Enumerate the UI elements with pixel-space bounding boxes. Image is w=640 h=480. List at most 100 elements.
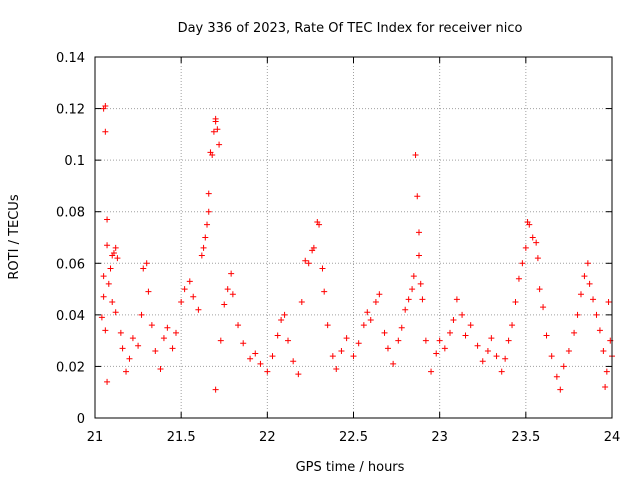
- data-point: [104, 216, 111, 223]
- data-point: [522, 244, 529, 251]
- data-point: [143, 260, 150, 267]
- data-point: [109, 298, 116, 305]
- grid: [95, 57, 612, 418]
- data-point: [447, 329, 454, 336]
- data-point: [428, 368, 435, 375]
- data-point: [169, 345, 176, 352]
- data-point: [148, 322, 155, 329]
- data-point: [295, 371, 302, 378]
- data-point: [350, 353, 357, 360]
- data-point: [247, 355, 254, 362]
- y-tick-label: 0.1: [64, 154, 85, 169]
- data-point: [181, 286, 188, 293]
- data-point: [364, 309, 371, 316]
- data-point: [102, 128, 109, 135]
- data-point: [360, 322, 367, 329]
- data-point: [505, 337, 512, 344]
- data-point: [212, 386, 219, 393]
- data-point: [584, 260, 591, 267]
- data-point: [104, 242, 111, 249]
- data-point: [484, 347, 491, 354]
- data-point: [281, 311, 288, 318]
- y-tick-label: 0.06: [56, 257, 85, 272]
- x-tick-label: 24: [604, 430, 621, 445]
- data-point: [269, 353, 276, 360]
- data-point: [422, 337, 429, 344]
- data-point: [205, 190, 212, 197]
- data-point: [126, 355, 133, 362]
- data-point: [414, 193, 421, 200]
- x-tick-label: 21.5: [167, 430, 196, 445]
- data-point: [217, 337, 224, 344]
- data-point: [264, 368, 271, 375]
- data-point: [553, 373, 560, 380]
- data-point: [376, 291, 383, 298]
- data-point: [509, 322, 516, 329]
- data-point: [305, 260, 312, 267]
- data-point: [178, 298, 185, 305]
- data-point: [228, 270, 235, 277]
- data-point: [540, 304, 547, 311]
- data-point: [112, 309, 119, 316]
- data-point: [459, 311, 466, 318]
- data-point: [590, 296, 597, 303]
- data-point: [145, 288, 152, 295]
- data-point: [321, 288, 328, 295]
- data-point: [114, 255, 121, 262]
- axis-ticks: 21 21.5 22 22.5 23 23.5 24 0 0.02 0.04 0.06 0.08 0.1…: [56, 51, 620, 445]
- x-tick-label: 21: [87, 430, 104, 445]
- data-point: [210, 128, 217, 135]
- data-point: [515, 275, 522, 282]
- x-axis-title: GPS time / hours: [296, 460, 405, 475]
- data-point: [274, 332, 281, 339]
- data-point: [100, 293, 107, 300]
- data-point: [560, 363, 567, 370]
- data-point: [240, 340, 247, 347]
- data-point: [209, 151, 216, 158]
- data-point: [198, 252, 205, 259]
- y-tick-label: 0: [77, 412, 85, 427]
- data-point: [596, 327, 603, 334]
- data-point: [157, 366, 164, 373]
- data-point: [574, 311, 581, 318]
- data-point: [205, 208, 212, 215]
- data-point: [110, 249, 117, 256]
- data-point: [343, 335, 350, 342]
- data-point: [543, 332, 550, 339]
- data-point: [410, 273, 417, 280]
- data-point: [441, 345, 448, 352]
- data-point: [138, 311, 145, 318]
- data-point: [419, 296, 426, 303]
- data-point: [355, 340, 362, 347]
- data-point: [117, 329, 124, 336]
- data-point: [160, 335, 167, 342]
- data-point: [186, 278, 193, 285]
- data-point: [221, 301, 228, 308]
- data-point: [257, 360, 264, 367]
- data-point: [381, 329, 388, 336]
- data-point: [488, 335, 495, 342]
- data-point: [557, 386, 564, 393]
- data-point: [534, 255, 541, 262]
- data-point: [329, 353, 336, 360]
- data-point: [112, 244, 119, 251]
- data-point: [577, 291, 584, 298]
- data-point: [398, 324, 405, 331]
- y-tick-label: 0.02: [56, 360, 85, 375]
- data-point: [526, 221, 533, 228]
- data-point: [462, 332, 469, 339]
- y-axis-title: ROTI / TECUs: [7, 194, 22, 279]
- data-point: [479, 358, 486, 365]
- data-point: [415, 229, 422, 236]
- data-point: [316, 221, 323, 228]
- data-point: [467, 322, 474, 329]
- data-point: [415, 252, 422, 259]
- data-point: [195, 306, 202, 313]
- y-tick-label: 0.14: [56, 51, 85, 66]
- data-point: [450, 317, 457, 324]
- data-point: [100, 273, 107, 280]
- data-point: [224, 286, 231, 293]
- data-point: [172, 329, 179, 336]
- data-point: [372, 298, 379, 305]
- data-point: [140, 265, 147, 272]
